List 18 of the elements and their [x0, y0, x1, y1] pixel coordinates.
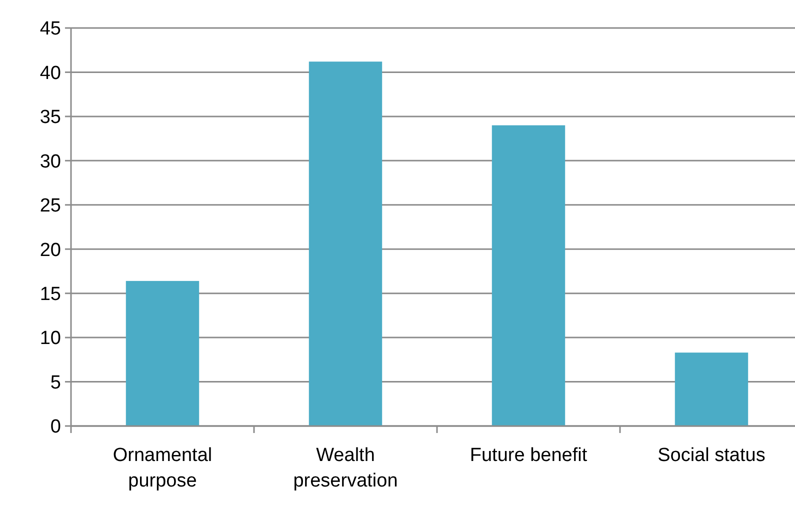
x-tick-label: Ornamental purpose	[112, 445, 212, 492]
y-tick-label: 45	[40, 18, 61, 40]
y-tick-label: 5	[50, 372, 61, 394]
y-tick-label: 0	[50, 416, 61, 438]
x-tick-label: Future benefit	[470, 445, 588, 466]
y-tick-label: 35	[40, 107, 61, 128]
y-tick-label: 40	[40, 62, 61, 84]
bar	[674, 352, 748, 426]
y-tick-label: 30	[40, 151, 61, 172]
y-tick-label: 20	[40, 240, 61, 261]
y-tick-label: 25	[40, 196, 61, 217]
bar	[308, 62, 382, 426]
x-tick-label: Wealth preservation	[293, 445, 398, 492]
y-tick-label: 15	[40, 284, 61, 305]
bar	[126, 280, 200, 426]
y-tick-label: 10	[40, 328, 61, 350]
bar	[492, 125, 566, 426]
x-tick-label: Social status	[658, 445, 766, 466]
